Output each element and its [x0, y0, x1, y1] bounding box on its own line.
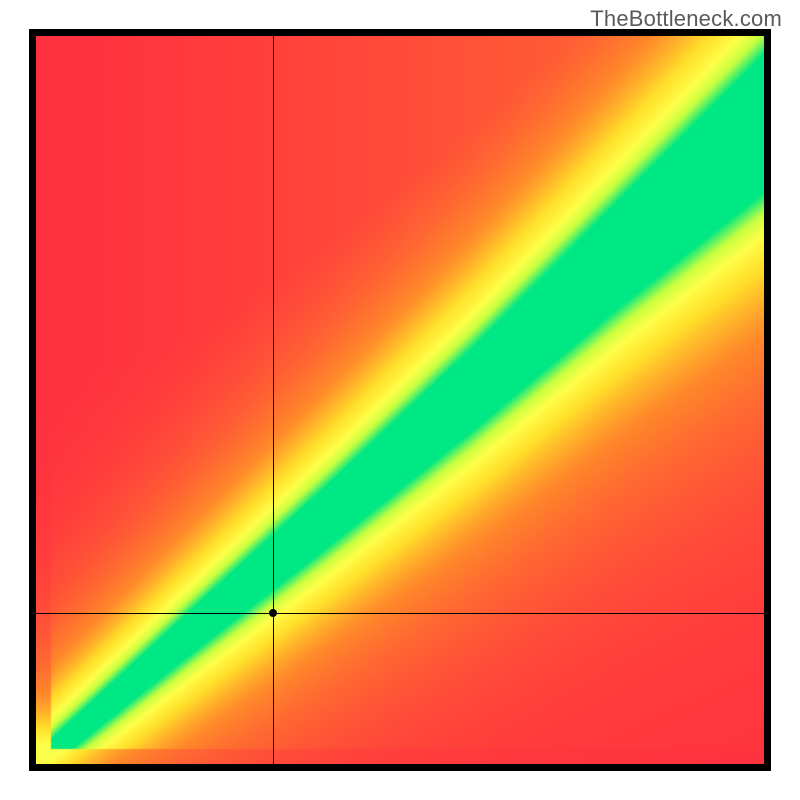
crosshair-vertical [273, 36, 274, 764]
heatmap-canvas [36, 36, 764, 764]
watermark-text: TheBottleneck.com [590, 6, 782, 32]
crosshair-horizontal [36, 613, 764, 614]
plot-frame [29, 29, 771, 771]
chart-container: TheBottleneck.com [0, 0, 800, 800]
crosshair-dot [269, 609, 277, 617]
